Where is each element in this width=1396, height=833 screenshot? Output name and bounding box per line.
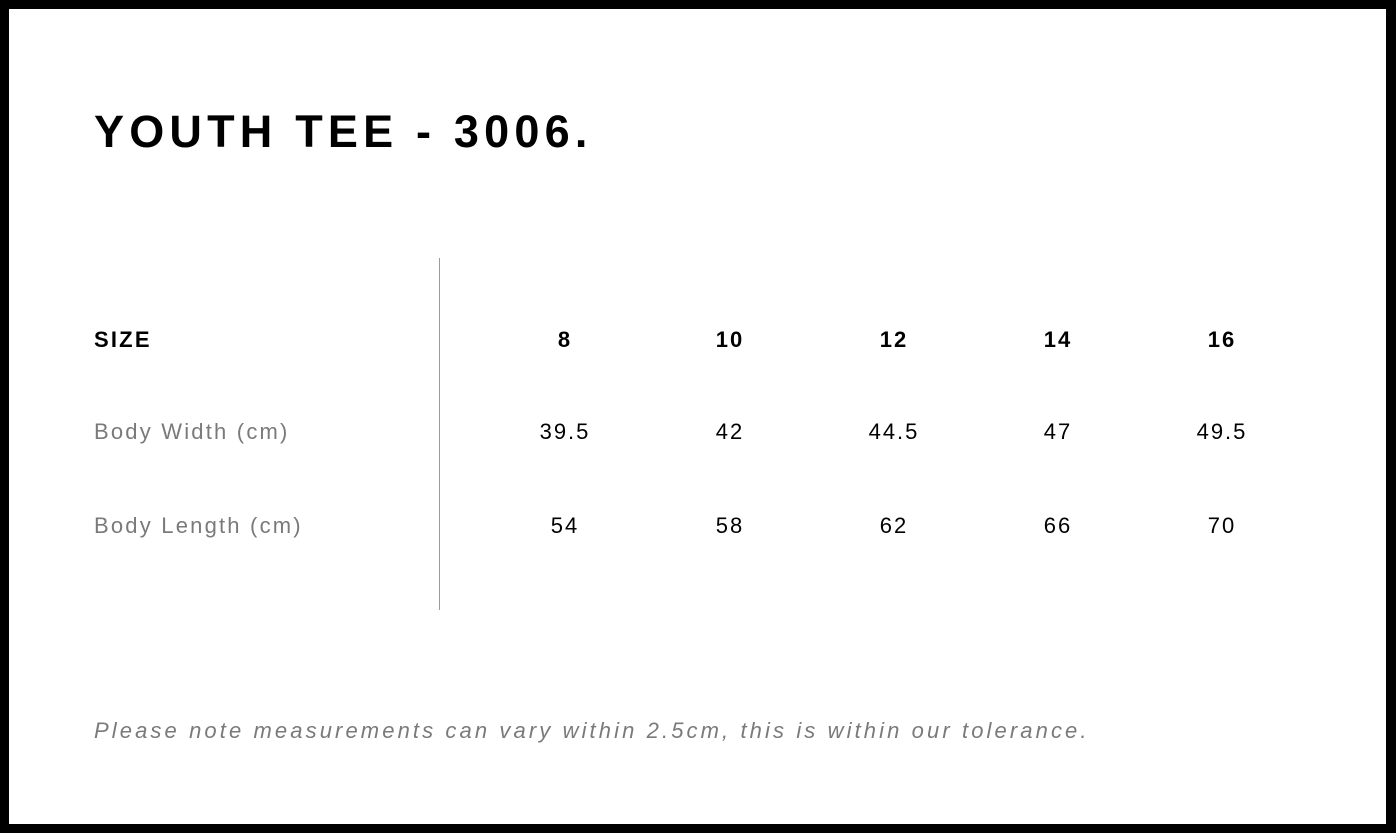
size-header-label: SIZE	[94, 327, 152, 352]
body-length-label: Body Length (cm)	[94, 513, 303, 538]
size-header-cell: 10	[715, 327, 745, 352]
page-title: YOUTH TEE - 3006.	[94, 106, 593, 157]
body-length-cell: 66	[1043, 513, 1073, 538]
size-header-cell: 8	[557, 327, 573, 352]
size-chart-sheet: YOUTH TEE - 3006. SIZE Body Width (cm) B…	[9, 9, 1386, 824]
body-length-cell: 62	[879, 513, 909, 538]
body-length-cell: 54	[550, 513, 580, 538]
tolerance-note: Please note measurements can vary within…	[94, 718, 1090, 743]
size-header-cell: 12	[879, 327, 909, 352]
body-width-cell: 39.5	[539, 419, 591, 444]
size-header-cell: 16	[1207, 327, 1237, 352]
body-width-cell: 44.5	[868, 419, 920, 444]
body-width-label: Body Width (cm)	[94, 419, 290, 444]
body-width-cell: 42	[715, 419, 745, 444]
body-width-cell: 49.5	[1196, 419, 1248, 444]
size-header-cell: 14	[1043, 327, 1073, 352]
column-divider	[439, 258, 440, 610]
body-length-cell: 58	[715, 513, 745, 538]
body-length-cell: 70	[1207, 513, 1237, 538]
body-width-cell: 47	[1043, 419, 1073, 444]
